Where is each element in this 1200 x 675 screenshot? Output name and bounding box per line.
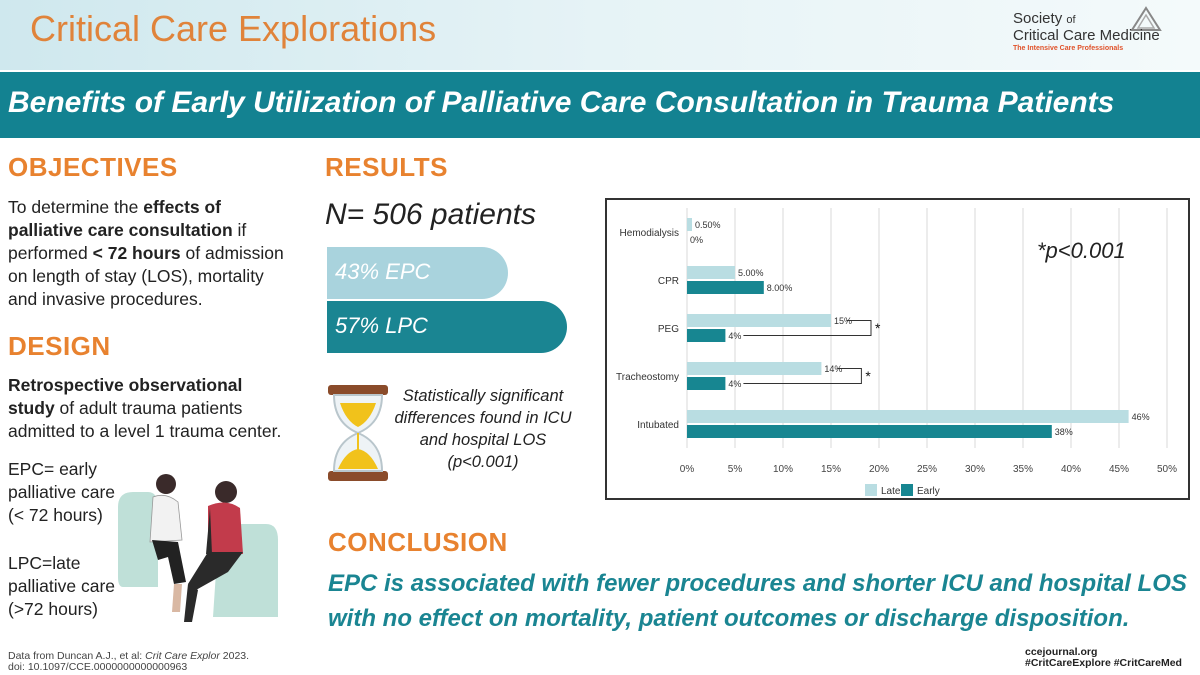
- x-tick-label: 45%: [1109, 464, 1129, 475]
- procedures-chart-svg: 0% 5% 10% 15% 20% 25% 30% 35% 40% 45% 50% Hemodialy…: [616, 208, 1177, 497]
- conclusion-heading: CONCLUSION: [328, 527, 508, 557]
- bar-late: [687, 362, 822, 375]
- x-tick-label: 25%: [917, 464, 937, 475]
- procedures-chart: 0% 5% 10% 15% 20% 25% 30% 35% 40% 45% 50% Hemodialy…: [605, 198, 1190, 500]
- society-logo: Society of Critical Care Medicine The In…: [1013, 10, 1193, 52]
- bar-early: [687, 425, 1052, 438]
- legend-swatch-early: [901, 484, 913, 496]
- x-tick-label: 20%: [869, 464, 889, 475]
- significance-note: Statistically significant differences fo…: [394, 387, 572, 471]
- x-tick-label: 10%: [773, 464, 793, 475]
- significance-bracket: [743, 368, 862, 384]
- bar-late: [687, 218, 692, 231]
- category-label: Hemodialysis: [620, 228, 679, 239]
- data-label-late: 0.50%: [695, 220, 721, 230]
- design-b1: Retrospective observational study: [8, 375, 243, 418]
- data-label-early: 8.00%: [767, 283, 793, 293]
- bar-late: [687, 266, 735, 279]
- data-label-late: 14%: [824, 364, 842, 374]
- epc-definition: EPC= early palliative care (< 72 hours): [8, 459, 115, 525]
- lpc-bar: 57% LPC: [327, 301, 567, 353]
- lpc-bar-label: 57% LPC: [335, 313, 428, 338]
- objectives-heading: OBJECTIVES: [8, 152, 178, 182]
- consultation-illustration: [118, 474, 278, 622]
- epc-bar-label: 43% EPC: [335, 259, 431, 284]
- epc-bar: 43% EPC: [327, 247, 508, 299]
- society-of: of: [1066, 14, 1076, 26]
- doi: doi: 10.1097/CCE.0000000000000963: [8, 661, 188, 673]
- category-label: Tracheostomy: [616, 372, 679, 383]
- society-line2: Critical Care Medicine: [1013, 27, 1160, 44]
- objectives-t1: To determine the: [8, 197, 144, 217]
- design-text: Retrospective observational study of adu…: [8, 374, 293, 443]
- cite-journal: Crit Care Explor: [145, 650, 220, 662]
- data-label-early: 38%: [1055, 427, 1073, 437]
- x-tick-label: 40%: [1061, 464, 1081, 475]
- x-tick-label: 35%: [1013, 464, 1033, 475]
- cite-prefix: Data from Duncan A.J., et al:: [8, 650, 146, 662]
- title-banner: Benefits of Early Utilization of Palliat…: [0, 72, 1200, 138]
- footer-links: ccejournal.org #CritCareExplore #CritCar…: [1025, 647, 1182, 669]
- design-heading: DESIGN: [8, 331, 111, 361]
- x-tick-label: 30%: [965, 464, 985, 475]
- legend-label-early: Early: [917, 486, 940, 497]
- data-label-early: 4%: [728, 379, 741, 389]
- hashtags: #CritCareExplore #CritCareMed: [1025, 657, 1182, 669]
- legend-swatch-late: [865, 484, 877, 496]
- x-tick-label: 0%: [680, 464, 695, 475]
- hourglass-icon: [328, 385, 388, 481]
- x-tick-label: 50%: [1157, 464, 1177, 475]
- page-title: Benefits of Early Utilization of Palliat…: [8, 86, 1115, 119]
- category-label: Intubated: [637, 420, 679, 431]
- bar-early: [687, 281, 764, 294]
- journal-title: Critical Care Explorations: [30, 8, 437, 49]
- legend-label-late: Late: [881, 486, 901, 497]
- bar-late: [687, 314, 831, 327]
- design-t1: of adult trauma patients admitted to a l…: [8, 398, 282, 441]
- conclusion-text: EPC is associated with fewer procedures …: [328, 570, 1187, 632]
- data-label-early: 0%: [690, 235, 703, 245]
- objectives-b2: < 72 hours: [92, 243, 181, 263]
- category-label: CPR: [658, 276, 679, 287]
- data-label-early: 4%: [728, 331, 741, 341]
- significance-bracket: [743, 320, 872, 336]
- society-line1: Society: [1013, 10, 1063, 27]
- bar-early: [687, 329, 726, 342]
- objectives-text: To determine the effects of palliative c…: [8, 196, 293, 311]
- bar-early: [687, 377, 726, 390]
- objectives-t2: if performed: [8, 220, 247, 263]
- significance-star: *: [865, 368, 871, 384]
- category-label: PEG: [658, 324, 679, 335]
- objectives-b1: effects of palliative care consultation: [8, 197, 233, 240]
- journal-site: ccejournal.org: [1025, 646, 1098, 658]
- x-tick-label: 5%: [728, 464, 743, 475]
- cite-year: 2023.: [219, 650, 250, 662]
- data-label-late: 5.00%: [738, 268, 764, 278]
- data-label-late: 46%: [1132, 412, 1150, 422]
- significance-star: *: [875, 320, 881, 336]
- lpc-definition: LPC=late palliative care (>72 hours): [8, 553, 115, 619]
- data-label-late: 15%: [834, 316, 852, 326]
- header: Critical Care Explorations Society of Cr…: [0, 0, 1200, 70]
- citation: Data from Duncan A.J., et al: Crit Care …: [8, 651, 249, 673]
- bar-late: [687, 410, 1129, 423]
- society-tagline: The Intensive Care Professionals: [1013, 45, 1124, 52]
- objectives-t3: of admission on length of stay (LOS), mo…: [8, 243, 284, 309]
- patient-count: N= 506 patients: [325, 198, 536, 231]
- x-tick-label: 15%: [821, 464, 841, 475]
- results-heading: RESULTS: [325, 152, 448, 182]
- chart-annotation: *p<0.001: [1037, 238, 1126, 263]
- society-logo-icon: [1130, 6, 1162, 31]
